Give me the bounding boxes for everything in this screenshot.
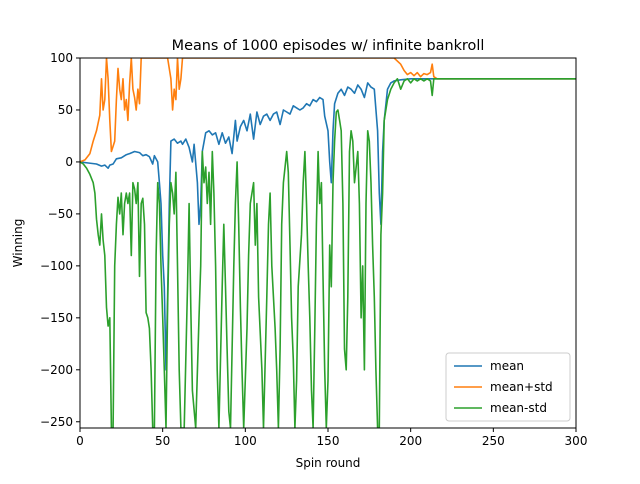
y-tick-label: −50 (48, 207, 73, 221)
y-tick-label: −200 (40, 363, 73, 377)
x-tick-label: 300 (565, 434, 588, 448)
legend-label: mean+std (490, 380, 553, 394)
y-tick-label: 50 (58, 103, 73, 117)
x-tick-label: 50 (155, 434, 170, 448)
x-tick-label: 0 (76, 434, 84, 448)
y-tick-label: −250 (40, 415, 73, 429)
legend: mean mean+std mean-std (446, 353, 570, 421)
chart-title: Means of 1000 episodes w/ infinite bankr… (172, 38, 485, 54)
legend-label: mean (490, 359, 524, 373)
x-tick-label: 200 (399, 434, 422, 448)
y-tick-label: −150 (40, 311, 73, 325)
x-tick-label: 150 (317, 434, 340, 448)
x-tick-label: 100 (234, 434, 257, 448)
y-axis-label: Winning (11, 219, 25, 268)
legend-label: mean-std (490, 401, 547, 415)
x-axis-label: Spin round (296, 456, 361, 470)
y-tick-label: 100 (50, 51, 73, 65)
x-tick-label: 250 (482, 434, 505, 448)
y-tick-label: −100 (40, 259, 73, 273)
y-tick-label: 0 (65, 155, 73, 169)
